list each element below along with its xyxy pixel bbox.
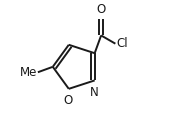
Text: Me: Me: [20, 66, 37, 79]
Text: O: O: [97, 3, 106, 16]
Text: O: O: [64, 94, 73, 107]
Text: Cl: Cl: [116, 37, 128, 50]
Text: N: N: [90, 86, 99, 99]
